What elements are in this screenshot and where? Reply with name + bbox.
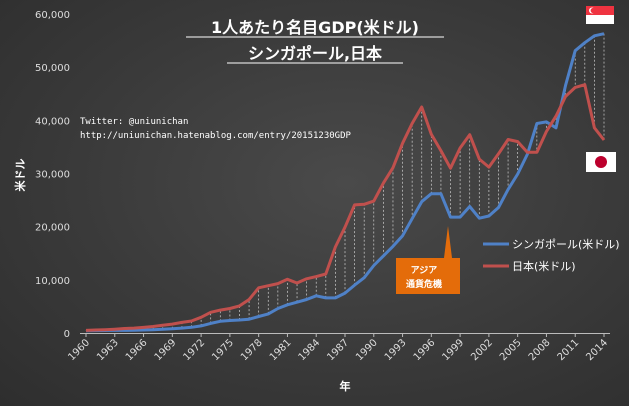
x-tick-label: 1981 [268,337,294,363]
x-tick-label: 1990 [354,337,380,363]
x-tick-label: 2014 [584,337,610,363]
source-url: http://uniunichan.hatenablog.com/entry/2… [80,131,352,141]
callout-box [396,226,460,294]
y-tick-label: 20,000 [35,223,70,234]
y-tick-label: 10,000 [35,276,70,287]
chart-title: 1人あたり名目GDP(米ドル) [211,18,419,37]
singapore-flag-icon [586,6,614,24]
x-tick-label: 2002 [469,337,495,363]
x-axis-label: 年 [340,379,351,393]
y-tick-label: 30,000 [35,170,70,181]
callout-line1: アジア [411,265,438,276]
x-tick-label: 1984 [297,337,323,363]
x-tick-label: 2011 [556,337,582,363]
x-tick-label: 1999 [440,337,466,363]
x-tick-label: 1975 [210,337,236,363]
series-line-singapore [85,32,605,333]
x-tick-label: 1960 [66,337,92,363]
twitter-handle: Twitter: @uniunichan [80,117,188,127]
x-tick-label: 1972 [181,337,207,363]
legend-japan-label: 日本(米ドル) [512,259,576,273]
japan-flag-icon [586,152,616,172]
x-tick-label: 1978 [239,337,265,363]
y-tick-label: 0 [64,329,70,340]
x-tick-label: 2008 [527,337,553,363]
x-tick-label: 1996 [412,337,438,363]
callout-line2: 通貨危機 [406,278,442,290]
y-tick-label: 50,000 [35,63,70,74]
legend-singapore-label: シンガポール(米ドル) [512,238,620,251]
asian-crisis-callout: アジア 通貨危機 [396,226,460,294]
x-tick-label: 2005 [498,337,524,363]
series-line-japan [85,83,606,332]
chart-subtitle: シンガポール,日本 [248,44,382,63]
legend: シンガポール(米ドル) 日本(米ドル) [483,238,620,273]
y-tick-label: 60,000 [35,10,70,21]
x-tick-label: 1969 [153,337,179,363]
y-axis-label: 米ドル [13,159,27,193]
x-tick-label: 1987 [325,337,351,363]
x-tick-label: 1966 [124,337,150,363]
x-tick-label: 1963 [95,337,121,363]
y-tick-label: 40,000 [35,116,70,127]
x-tick-label: 1993 [383,337,409,363]
